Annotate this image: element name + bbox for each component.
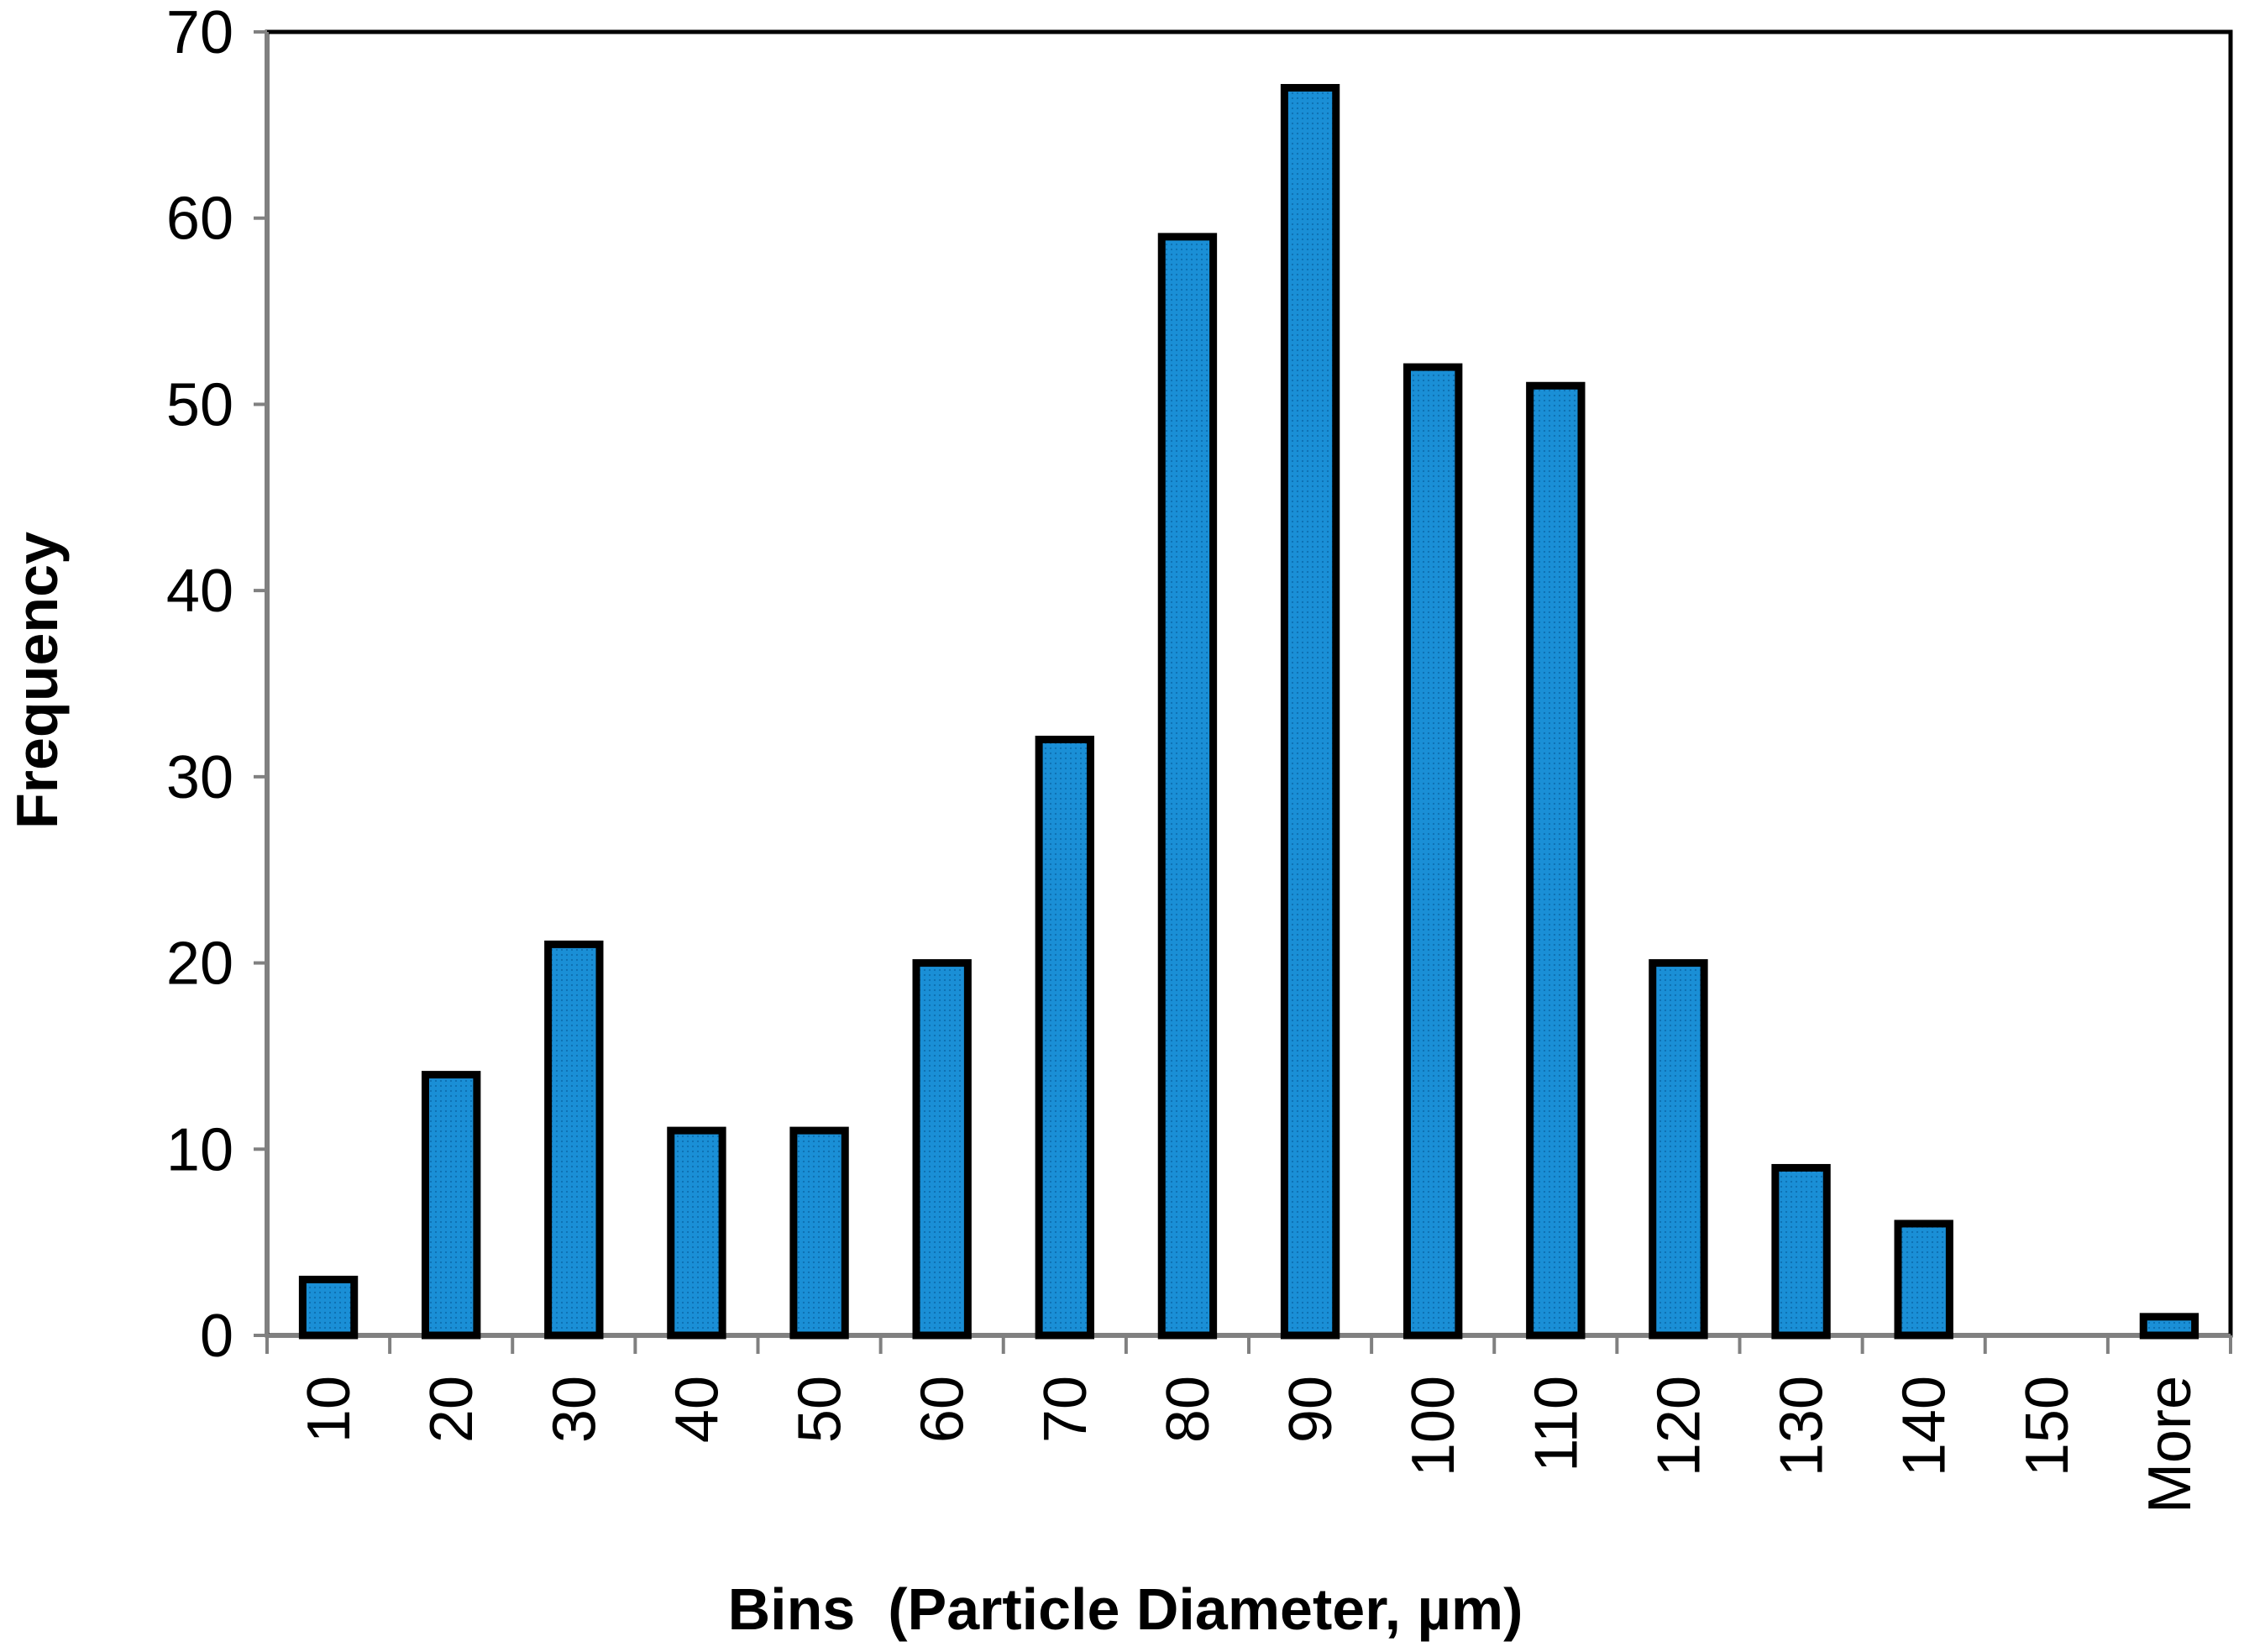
bar	[789, 1126, 849, 1340]
x-tick-label: 70	[1032, 1376, 1099, 1443]
x-tick-label: More	[2137, 1376, 2204, 1513]
bar	[422, 1071, 481, 1340]
bar	[912, 959, 972, 1340]
bar	[1157, 233, 1218, 1340]
x-tick-label: 60	[910, 1376, 977, 1443]
bar	[1403, 363, 1463, 1340]
x-tick-label: 140	[1891, 1376, 1958, 1476]
y-tick-label: 0	[200, 1303, 233, 1370]
x-tick-label: 30	[541, 1376, 608, 1443]
x-tick-label: 150	[2014, 1376, 2081, 1476]
y-tick-label: 70	[166, 0, 233, 66]
x-tick-label: 10	[296, 1376, 363, 1443]
x-tick-label: 20	[418, 1376, 485, 1443]
bar	[1280, 84, 1340, 1340]
x-tick-label: 100	[1400, 1376, 1467, 1476]
y-tick-label: 60	[166, 186, 233, 253]
y-axis-ticks	[254, 30, 267, 1337]
x-tick-label: 120	[1645, 1376, 1712, 1476]
bar	[667, 1126, 726, 1340]
bars-group	[298, 84, 2199, 1340]
bar	[1035, 736, 1094, 1340]
y-tick-label: 30	[166, 744, 233, 811]
x-tick-label: 40	[663, 1376, 731, 1443]
x-tick-label: 80	[1155, 1376, 1222, 1443]
y-axis-title: Frequency	[4, 532, 70, 829]
x-tick-label: 130	[1769, 1376, 1836, 1476]
y-tick-label: 20	[166, 931, 233, 998]
bar	[2139, 1313, 2199, 1340]
y-tick-label: 10	[166, 1116, 233, 1183]
bar	[1771, 1163, 1831, 1340]
bar	[544, 940, 604, 1340]
bar	[298, 1275, 359, 1340]
x-tick-label: 90	[1277, 1376, 1345, 1443]
x-axis-title: Bins (Particle Diameter, µm)	[728, 1576, 1523, 1642]
bar	[1894, 1219, 1953, 1340]
y-tick-label: 40	[166, 558, 233, 625]
y-tick-label: 50	[166, 371, 233, 438]
bar	[1649, 959, 1708, 1340]
x-tick-label: 50	[787, 1376, 854, 1443]
x-axis-ticks	[265, 1335, 2232, 1354]
y-tick-labels: 0 10 20 30 40 50 60 70	[166, 0, 233, 1370]
x-tick-labels: 10 20 30 40 50 60 70 80 90 100 110 120 130 140 150 More	[296, 1376, 2204, 1513]
x-tick-label: 110	[1523, 1376, 1590, 1472]
bar	[1526, 381, 1586, 1340]
